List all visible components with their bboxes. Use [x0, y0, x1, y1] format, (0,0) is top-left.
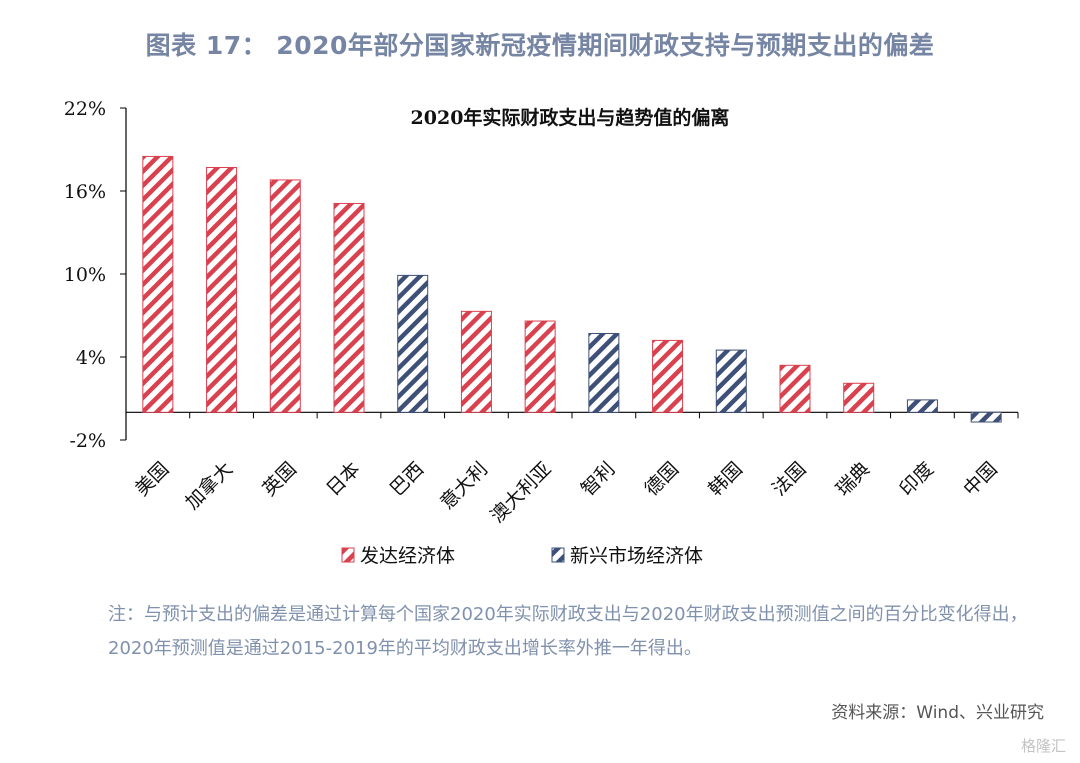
bar-emerging	[906, 399, 938, 413]
watermark: 格隆汇	[1020, 737, 1066, 755]
legend: 发达经济体 新兴市场经济体	[341, 545, 703, 567]
x-tick-label: 美国	[131, 458, 173, 500]
bar-emerging	[715, 349, 747, 413]
bar-developed	[652, 339, 684, 413]
bar-developed	[269, 179, 301, 413]
chart: 2020年实际财政支出与趋势值的偏离 -2% 4% 10% 16% 22% 美国 加拿大英…	[64, 98, 1019, 567]
bar-emerging	[397, 274, 429, 413]
x-tick-label: 意大利	[436, 458, 492, 514]
x-tick-label: 巴西	[386, 458, 428, 500]
bar-developed	[779, 364, 811, 413]
y-tick-label: 22%	[64, 98, 106, 120]
x-tick-label: 日本	[322, 458, 364, 500]
x-tick-label: 印度	[896, 458, 938, 500]
legend-swatch-developed	[341, 547, 355, 563]
bar-developed	[843, 382, 875, 413]
y-tick-label: 10%	[64, 264, 106, 286]
chart-title: 2020年实际财政支出与趋势值的偏离	[411, 106, 730, 129]
bar-developed	[142, 155, 174, 413]
x-tick-label: 德国	[641, 458, 683, 500]
x-tick-label: 加拿大	[181, 457, 238, 514]
bar-emerging	[588, 332, 620, 413]
legend-label-developed: 发达经济体	[360, 545, 455, 567]
bar-developed	[524, 320, 556, 413]
bar-emerging	[970, 411, 1002, 423]
x-tick-label: 法国	[768, 458, 810, 500]
figure-title: 图表 17： 2020年部分国家新冠疫情期间财政支持与预期支出的偏差	[145, 31, 935, 60]
y-tick-label: 16%	[64, 181, 106, 203]
bar-developed	[460, 310, 492, 413]
x-tick-label: 澳大利亚	[486, 458, 555, 527]
x-tick-label: 瑞典	[832, 458, 874, 500]
y-tick-label: -2%	[69, 430, 106, 452]
bars	[142, 155, 1002, 423]
x-tick-label: 英国	[258, 458, 300, 500]
chart-note: 注：与预计支出的偏差是通过计算每个国家2020年实际财政支出与2020年财政支出…	[108, 604, 1028, 659]
x-tick-label: 智利	[577, 458, 619, 500]
bar-developed	[206, 166, 238, 413]
y-tick-label: 4%	[76, 347, 106, 369]
legend-swatch-emerging	[551, 547, 565, 563]
x-tick-label: 中国	[959, 458, 1001, 500]
x-tick-label: 韩国	[704, 458, 746, 500]
legend-label-emerging: 新兴市场经济体	[570, 545, 703, 567]
bar-developed	[333, 202, 365, 413]
source-text: 资料来源：Wind、兴业研究	[831, 703, 1044, 723]
